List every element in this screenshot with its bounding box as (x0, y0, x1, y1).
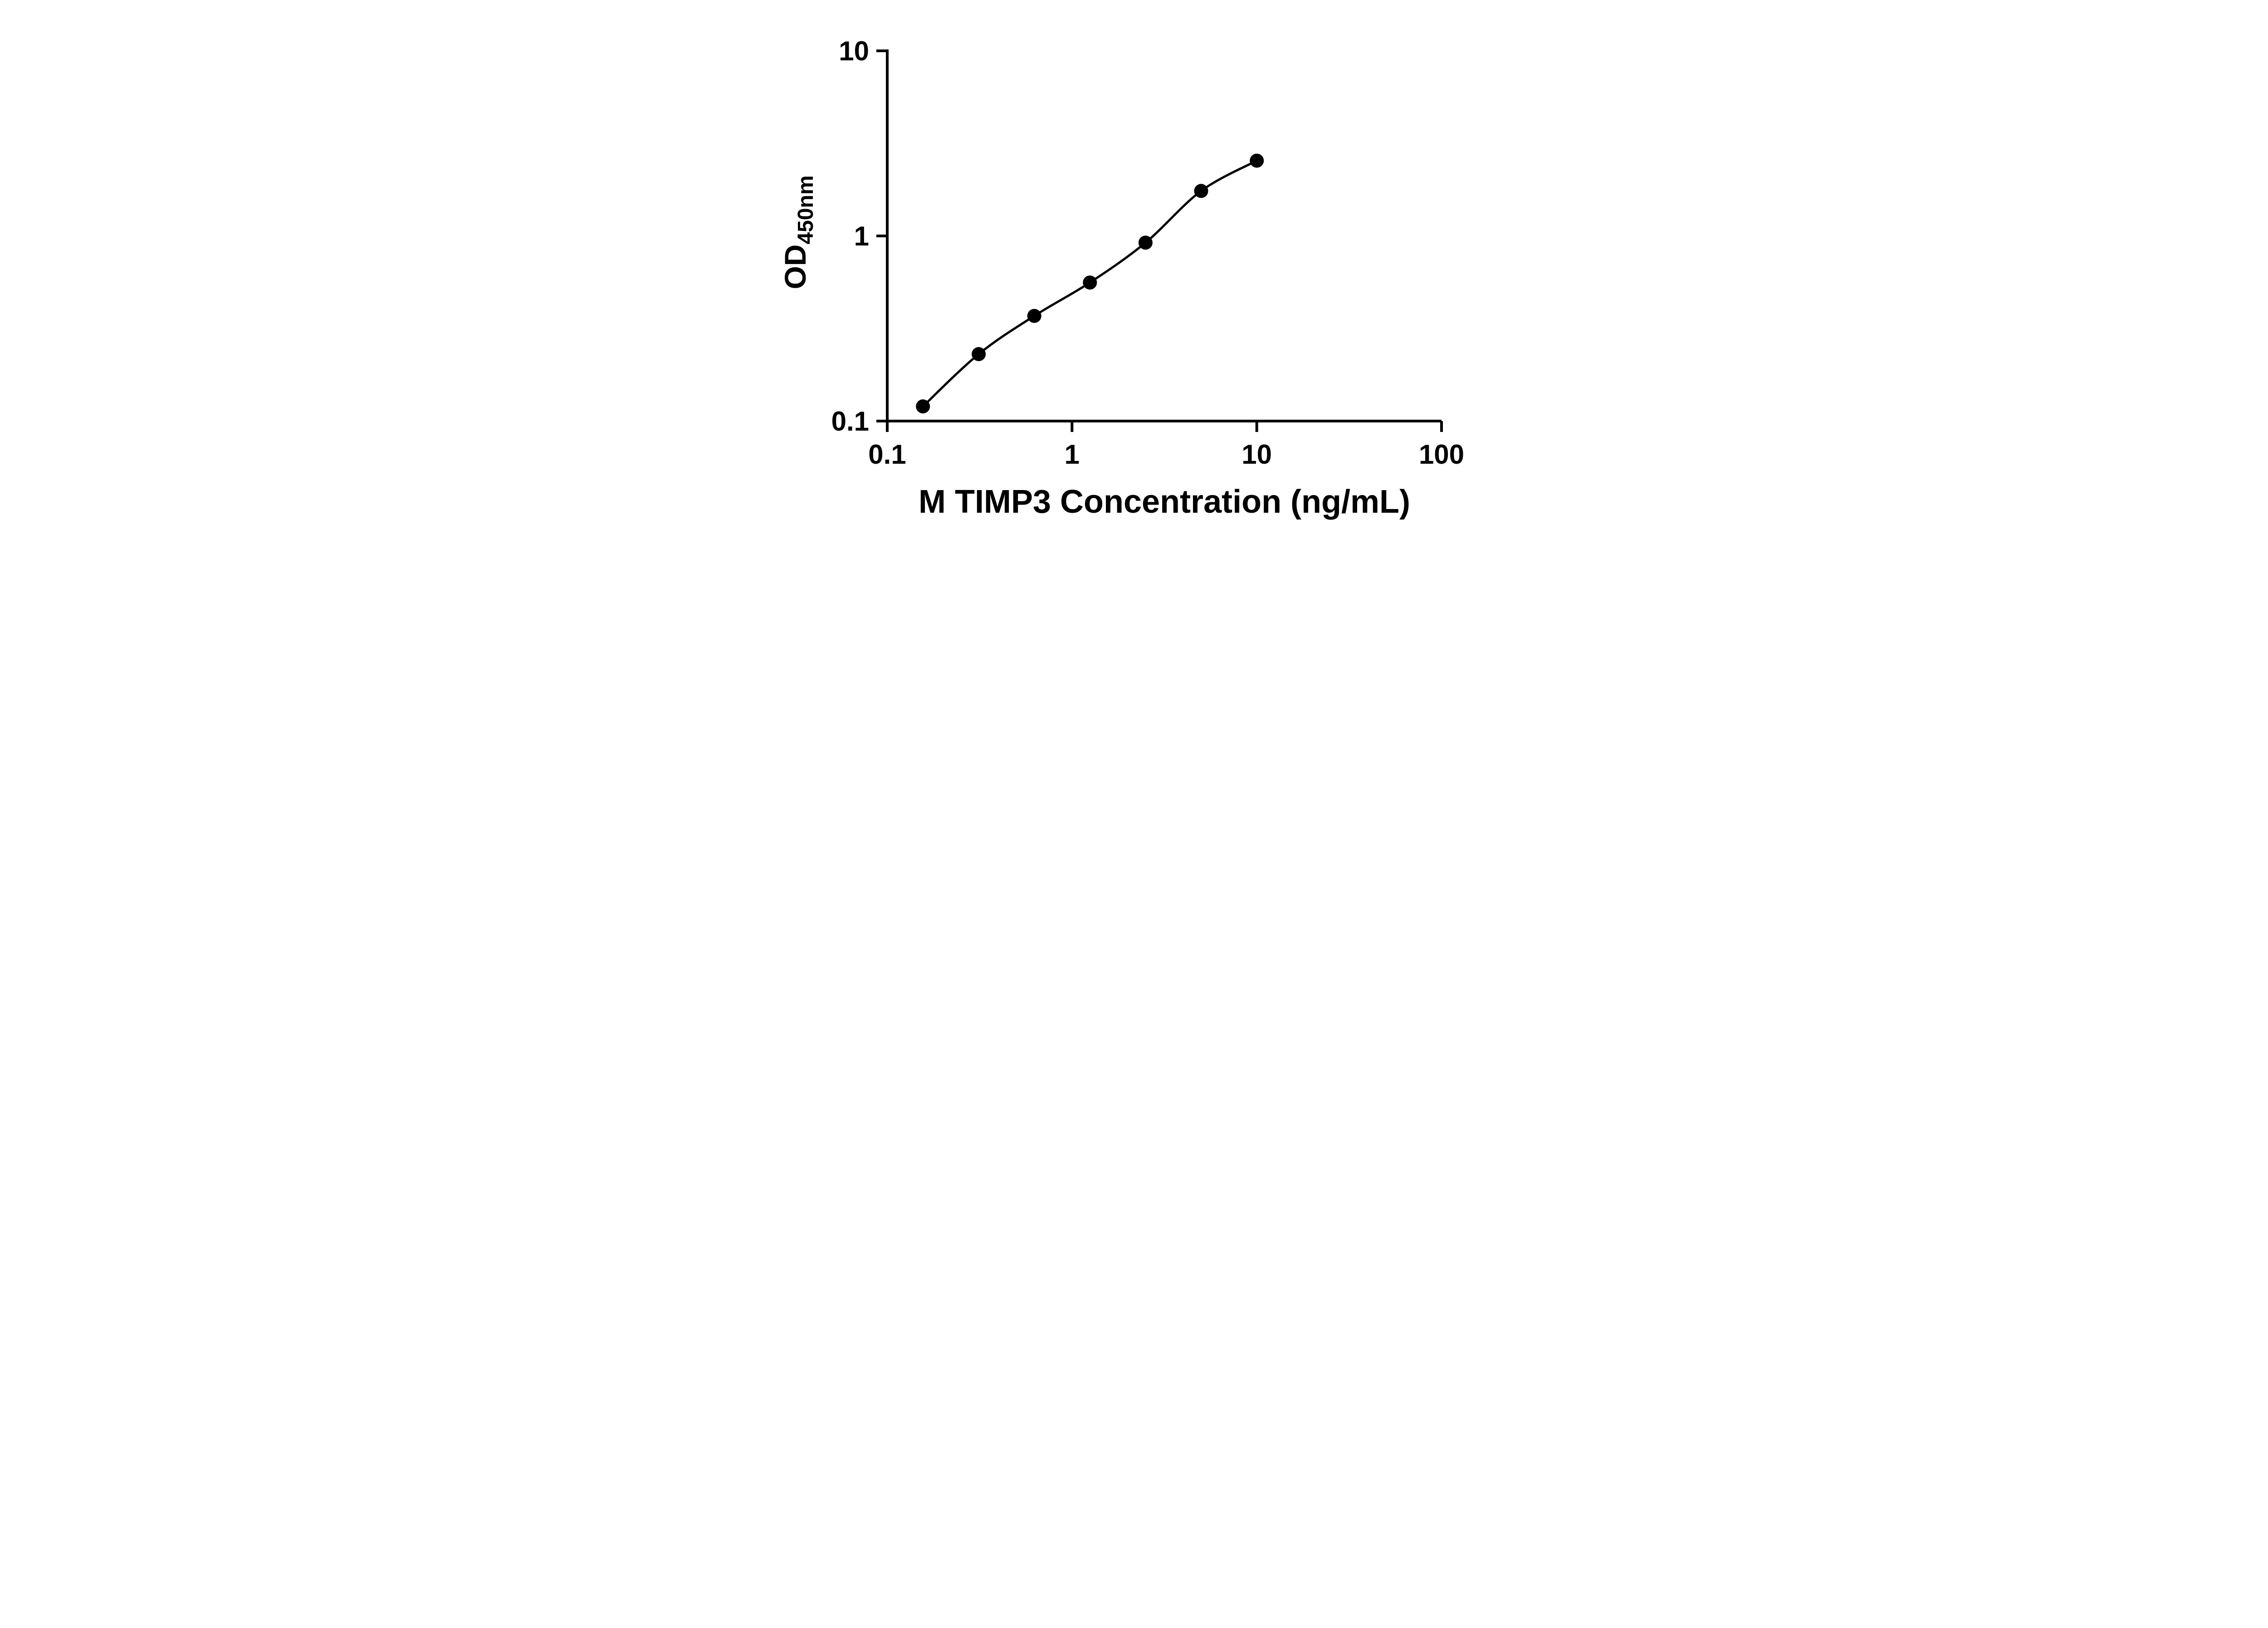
chart-canvas: 0.1 1 10 100 0.1 1 10 OD450nm M TIMP3 Concentr… (778, 36, 1464, 520)
axis-spines (886, 49, 1442, 422)
data-point-marker (1194, 184, 1208, 198)
y-axis-label-main: OD (778, 245, 812, 289)
y-axis-label-subscript: 450nm (794, 175, 818, 244)
axes-layer (886, 49, 1442, 422)
data-point-marker (1138, 235, 1153, 250)
standard-curve-figure: 0.1 1 10 100 0.1 1 10 OD450nm M TIMP3 Concentr… (753, 0, 1515, 543)
series-layer (916, 153, 1264, 414)
x-tick-label: 0.1 (868, 439, 906, 470)
ticks-layer: 0.1 1 10 100 0.1 1 10 (831, 36, 1464, 470)
y-tick-label: 10 (839, 36, 869, 66)
y-tick-label: 1 (854, 221, 869, 251)
x-tick-label: 1 (1065, 439, 1080, 470)
x-tick-label: 100 (1419, 439, 1464, 470)
x-axis-label: M TIMP3 Concentration (ng/mL) (919, 484, 1410, 520)
x-tick-label: 10 (1242, 439, 1272, 470)
data-point-marker (972, 347, 986, 361)
data-point-marker (1250, 153, 1264, 168)
data-point-marker (1027, 309, 1041, 323)
y-axis-label: OD450nm (778, 175, 818, 289)
data-point-marker (1083, 275, 1097, 290)
y-tick-label: 0.1 (831, 406, 869, 436)
data-point-marker (916, 399, 930, 414)
